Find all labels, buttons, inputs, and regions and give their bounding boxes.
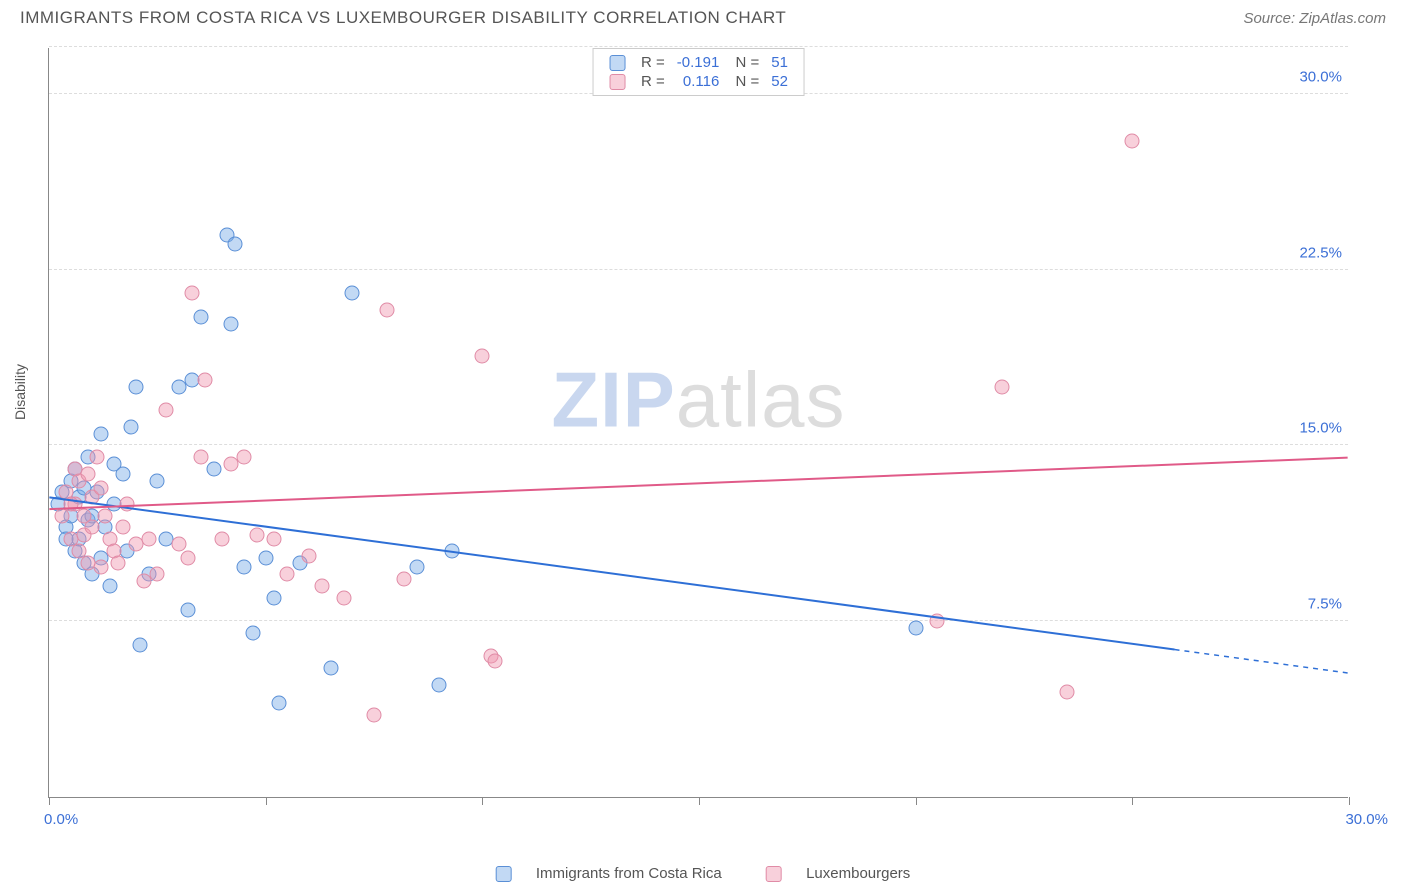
data-point [224, 316, 239, 331]
data-point [94, 426, 109, 441]
data-point [445, 543, 460, 558]
data-point [150, 567, 165, 582]
data-point [115, 466, 130, 481]
y-tick-label: 7.5% [1308, 596, 1342, 613]
data-point [193, 309, 208, 324]
data-point [250, 527, 265, 542]
swatch-series1-bottom [496, 866, 512, 882]
r-value-1: -0.191 [671, 53, 726, 72]
gridline [49, 269, 1348, 270]
data-point [89, 450, 104, 465]
data-point [98, 508, 113, 523]
swatch-series1 [609, 55, 625, 71]
data-point [488, 654, 503, 669]
legend-item-1: Immigrants from Costa Rica [486, 865, 732, 882]
y-tick-label: 30.0% [1299, 68, 1342, 85]
series-legend: Immigrants from Costa Rica Luxembourgers [476, 865, 931, 882]
gridline [49, 444, 1348, 445]
data-point [323, 661, 338, 676]
data-point [124, 419, 139, 434]
data-point [315, 579, 330, 594]
n-value-1: 51 [765, 53, 794, 72]
data-point [397, 572, 412, 587]
x-tick [266, 797, 267, 805]
data-point [908, 621, 923, 636]
data-point [380, 302, 395, 317]
data-point [128, 379, 143, 394]
watermark-light: atlas [676, 356, 846, 444]
data-point [267, 532, 282, 547]
data-point [141, 532, 156, 547]
legend-row-series2: R =0.116 N =52 [603, 72, 794, 91]
data-point [133, 637, 148, 652]
data-point [180, 550, 195, 565]
legend-item-2: Luxembourgers [756, 865, 920, 882]
legend-row-series1: R =-0.191 N =51 [603, 53, 794, 72]
gridline [49, 620, 1348, 621]
data-point [198, 372, 213, 387]
y-tick-label: 15.0% [1299, 420, 1342, 437]
data-point [345, 286, 360, 301]
data-point [475, 349, 490, 364]
data-point [258, 550, 273, 565]
data-point [280, 567, 295, 582]
x-tick [699, 797, 700, 805]
correlation-legend: R =-0.191 N =51 R =0.116 N =52 [592, 48, 805, 96]
x-tick [482, 797, 483, 805]
data-point [367, 707, 382, 722]
data-point [120, 497, 135, 512]
data-point [180, 602, 195, 617]
r-value-2: 0.116 [671, 72, 726, 91]
data-point [81, 466, 96, 481]
data-point [271, 696, 286, 711]
data-point [115, 520, 130, 535]
swatch-series2-bottom [766, 866, 782, 882]
chart-header: IMMIGRANTS FROM COSTA RICA VS LUXEMBOURG… [0, 0, 1406, 32]
data-point [245, 625, 260, 640]
data-point [63, 497, 78, 512]
data-point [206, 461, 221, 476]
chart-title: IMMIGRANTS FROM COSTA RICA VS LUXEMBOURG… [20, 8, 786, 28]
data-point [102, 579, 117, 594]
data-point [302, 548, 317, 563]
x-tick [1349, 797, 1350, 805]
data-point [94, 480, 109, 495]
data-point [85, 520, 100, 535]
x-tick [916, 797, 917, 805]
data-point [1060, 684, 1075, 699]
data-point [111, 555, 126, 570]
x-tick-min: 0.0% [44, 811, 78, 828]
data-point [172, 536, 187, 551]
data-point [237, 450, 252, 465]
x-tick [49, 797, 50, 805]
data-point [336, 590, 351, 605]
data-point [193, 450, 208, 465]
watermark: ZIPatlas [551, 355, 845, 446]
data-point [432, 677, 447, 692]
data-point [410, 560, 425, 575]
data-point [150, 473, 165, 488]
regression-lines [49, 48, 1348, 797]
x-tick-max: 30.0% [1345, 811, 1388, 828]
data-point [94, 560, 109, 575]
data-point [1125, 133, 1140, 148]
data-point [930, 614, 945, 629]
n-value-2: 52 [765, 72, 794, 91]
data-point [215, 532, 230, 547]
data-point [228, 236, 243, 251]
chart-plot-area: ZIPatlas R =-0.191 N =51 R =0.116 N =52 … [48, 48, 1348, 798]
y-tick-label: 22.5% [1299, 244, 1342, 261]
watermark-bold: ZIP [551, 356, 675, 444]
x-tick [1132, 797, 1133, 805]
y-axis-label: Disability [12, 364, 28, 420]
chart-source: Source: ZipAtlas.com [1243, 10, 1386, 27]
data-point [185, 286, 200, 301]
data-point [159, 403, 174, 418]
swatch-series2 [609, 74, 625, 90]
data-point [237, 560, 252, 575]
data-point [995, 379, 1010, 394]
data-point [267, 590, 282, 605]
